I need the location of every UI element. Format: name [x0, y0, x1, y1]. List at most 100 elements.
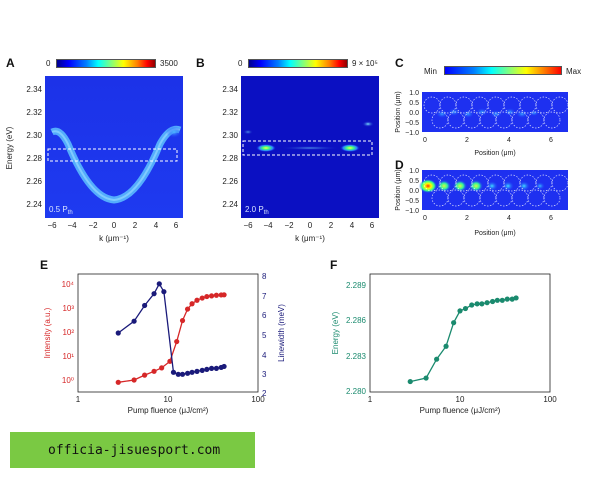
panel-f-energy-line [410, 297, 517, 383]
panel-e-linewidth-point [170, 369, 177, 375]
panel-c-ytick: −0.5 [405, 120, 419, 127]
panel-c-xtick: 2 [465, 137, 469, 144]
panel-b-xtick: 2 [329, 221, 334, 230]
colorbar-b-max: 9 × 10⁵ [352, 59, 378, 68]
panel-c-xtick: 4 [507, 137, 511, 144]
panel-a-xtick: −2 [88, 221, 98, 230]
panel-a-ylabel: Energy (eV) [5, 126, 14, 169]
panel-e-intensity-point [142, 372, 148, 378]
panel-b-ytick: 2.28 [222, 154, 238, 163]
panel-e-linewidth-point [213, 365, 220, 371]
panel-f-energy-point [484, 300, 490, 306]
panel-d-ytick: 1.0 [409, 168, 419, 175]
panel-c-ylabel: Position (μm) [395, 91, 402, 132]
panel-b-ytick: 2.26 [222, 177, 238, 186]
panel-f-energy-point [509, 296, 515, 302]
panel-e-intensity-point [167, 358, 173, 364]
panel-f-frame [369, 273, 551, 393]
panel-f-energy-point [504, 296, 510, 302]
panel-e-intensity-point [221, 292, 227, 298]
panel-f-xlabel: Pump fluence (μJ/cm²) [420, 406, 501, 415]
panel-e-ytick-right: 8 [262, 272, 267, 281]
panel-e-linewidth-point [221, 363, 227, 370]
panel-e-ytick-right: 7 [262, 292, 267, 301]
panel-f-energy-point [457, 308, 463, 314]
panel-e-xtick: 100 [251, 395, 265, 404]
panel-f-energy-point [451, 320, 457, 326]
panel-b-xtick: 0 [308, 221, 313, 230]
panel-label-d: D [395, 158, 404, 172]
panel-f-energy-point [423, 375, 429, 381]
panel-b-ytick: 2.24 [222, 200, 238, 209]
panel-label-c: C [395, 56, 404, 70]
panel-e-xlabel: Pump fluence (μJ/cm²) [128, 406, 209, 415]
panel-b-ytick: 2.32 [222, 108, 238, 117]
panel-f-energy-point [469, 302, 475, 308]
panel-e-ytick-left: 10⁰ [62, 376, 74, 385]
panel-e-ytick-left: 10¹ [62, 352, 74, 361]
panel-e-ylabel-right: Linewidth (meV) [277, 304, 286, 362]
panel-a-plot: 2.34 2.32 2.30 2.28 2.26 2.24 −6 −4 −2 0… [5, 76, 183, 243]
panel-e-intensity-point [199, 295, 205, 301]
panel-e-linewidth-point [194, 368, 200, 374]
panel-e-intensity-point [189, 301, 195, 307]
panel-b-condensate-center [280, 146, 340, 150]
panel-d-ytick: −1.0 [405, 208, 419, 215]
panel-f-energy-point [513, 295, 519, 301]
panel-d-ytick: −0.5 [405, 198, 419, 205]
panel-f-energy-point [434, 356, 440, 362]
panel-b-xtick: −4 [263, 221, 273, 230]
panel-b-plot: 2.34 2.32 2.30 2.28 2.26 2.24 −6 −4 −2 0… [222, 76, 379, 243]
panel-e-intensity-point [213, 292, 220, 298]
panel-f-ytick: 2.286 [346, 316, 367, 325]
panel-c-ytick: 1.0 [409, 90, 419, 97]
panel-e-linewidth-point [151, 291, 157, 297]
panel-e-xtick: 10 [164, 395, 173, 404]
panel-label-f: F [330, 258, 338, 272]
panel-e-ylabel-left: Intensity (a.u.) [43, 307, 52, 358]
panel-e-ytick-left: 10⁴ [62, 280, 75, 289]
panel-f-ytick: 2.289 [346, 281, 367, 290]
panel-e-intensity-point [174, 338, 180, 345]
panel-f-energy-point [479, 301, 485, 307]
panel-f-energy-point [443, 343, 449, 349]
panel-e-intensity-point [194, 297, 200, 303]
panel-a-xtick: 2 [133, 221, 138, 230]
panel-e-ytick-right: 3 [262, 370, 267, 379]
panel-a-ytick: 2.30 [26, 131, 42, 140]
colorbar-c-max: Max [566, 67, 582, 76]
panel-label-a: A [6, 56, 15, 70]
panel-b-xtick: 6 [370, 221, 375, 230]
panel-f-xtick: 100 [543, 395, 557, 404]
panel-e-xtick: 1 [76, 395, 81, 404]
panel-c-xlabel: Position (μm) [474, 150, 515, 157]
colorbar-c [444, 66, 562, 75]
panel-f-ytick: 2.280 [346, 387, 367, 396]
panel-f-energy-point [494, 297, 500, 303]
panel-b-ytick: 2.34 [222, 85, 238, 94]
panel-label-b: B [196, 56, 205, 70]
panel-label-e: E [40, 258, 49, 272]
watermark-text: officia-jisuesport.com [48, 442, 221, 458]
panel-b-xtick: 4 [350, 221, 355, 230]
panel-c-ytick: −1.0 [405, 130, 419, 137]
panel-f-energy-point [474, 301, 480, 307]
panel-e-frame [77, 273, 259, 393]
panel-b-condensate-left [256, 144, 276, 152]
panel-a-ytick: 2.26 [26, 177, 42, 186]
panel-a-ytick: 2.24 [26, 200, 42, 209]
panel-e-linewidth-point [204, 366, 210, 372]
panel-e-linewidth-point [142, 302, 148, 309]
panel-a-xtick: −6 [47, 221, 57, 230]
watermark-banner[interactable]: officia-jisuesport.com [10, 432, 255, 468]
panel-a-ytick: 2.28 [26, 154, 42, 163]
panel-e-linewidth-point [184, 370, 191, 376]
panel-c-xtick: 6 [549, 137, 553, 144]
panel-d-plot: 1.0 0.5 0.0 −0.5 −1.0 0 2 4 6 Position (… [395, 168, 569, 237]
panel-e-intensity-point [184, 306, 191, 312]
panel-a-ytick: 2.32 [26, 108, 42, 117]
panel-d-ytick: 0.5 [409, 178, 419, 185]
panel-d-ring-overlay [423, 174, 569, 207]
panel-e-linewidth-point [115, 330, 121, 336]
panel-a-xtick: 4 [154, 221, 159, 230]
